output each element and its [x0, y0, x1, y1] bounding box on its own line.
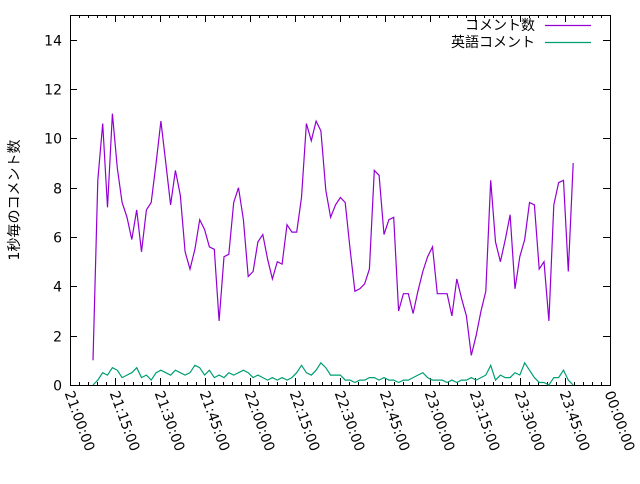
x-tick-label: 23:45:00	[556, 389, 593, 454]
y-axis-label: 1秒毎のコメント数	[7, 140, 23, 261]
x-tick-label: 23:15:00	[466, 389, 503, 454]
legend-label-0: コメント数	[465, 18, 535, 34]
x-tick-label: 22:30:00	[331, 389, 368, 454]
y-tick-label: 2	[53, 330, 62, 346]
x-tick-label: 22:00:00	[241, 389, 278, 454]
x-tick-label: 22:45:00	[376, 389, 413, 454]
y-tick-label: 14	[44, 34, 62, 50]
series-line-1	[92, 361, 574, 386]
y-tick-label: 4	[53, 280, 62, 296]
x-tick-label: 21:30:00	[151, 389, 188, 454]
series-line-0	[92, 113, 574, 361]
x-tick-label: 23:30:00	[511, 389, 548, 454]
x-tick-label: 21:15:00	[106, 389, 143, 454]
x-tick-label: 21:45:00	[196, 389, 233, 454]
y-tick-label: 8	[53, 182, 62, 198]
x-tick-label: 23:00:00	[421, 389, 458, 454]
x-tick-label: 22:15:00	[286, 389, 323, 454]
x-tick-label: 00:00:00	[601, 389, 638, 454]
y-tick-label: 0	[53, 379, 62, 395]
y-tick-label: 12	[44, 83, 62, 99]
x-tick-label: 21:00:00	[61, 389, 98, 454]
y-tick-label: 6	[53, 231, 62, 247]
legend-label-1: 英語コメント	[451, 34, 535, 51]
y-tick-label: 10	[44, 132, 62, 148]
